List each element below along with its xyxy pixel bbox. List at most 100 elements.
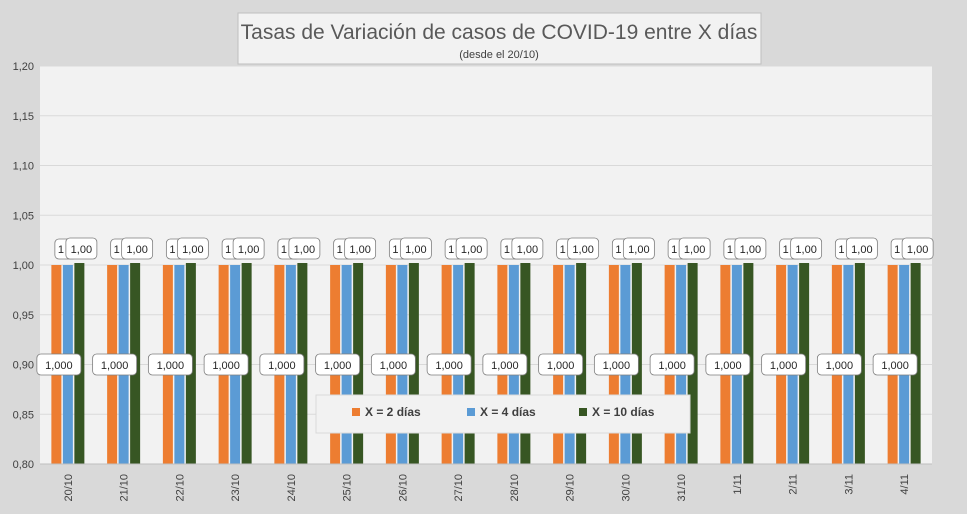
data-label-box	[455, 237, 488, 260]
data-label-box	[370, 353, 416, 376]
data-label: 1,000	[101, 360, 129, 372]
x-tick-label: 30/10	[620, 474, 632, 502]
data-label: 1,000	[547, 360, 575, 372]
data-label-box	[176, 237, 209, 260]
data-label: 1	[560, 244, 566, 256]
data-label: 1,000	[881, 360, 909, 372]
data-label: 1,000	[826, 360, 854, 372]
data-label-box	[761, 353, 807, 376]
data-label: 1,000	[157, 360, 185, 372]
data-label: 1	[225, 244, 231, 256]
x-tick-label: 24/10	[286, 474, 298, 502]
data-label-box	[65, 237, 98, 260]
data-label: 1,000	[714, 360, 742, 372]
y-tick-label: 1,00	[13, 260, 34, 272]
x-tick-label: 27/10	[453, 474, 465, 502]
data-label: 1,00	[71, 244, 92, 256]
x-tick-label: 3/11	[843, 474, 855, 495]
y-tick-label: 1,20	[13, 61, 34, 73]
data-label: 1	[392, 244, 398, 256]
data-label-box	[426, 353, 472, 376]
data-label: 1,00	[294, 244, 315, 256]
data-label: 1,00	[349, 244, 370, 256]
data-label-box	[734, 237, 767, 260]
data-label: 1	[281, 244, 287, 256]
x-tick-label: 28/10	[509, 474, 521, 502]
data-label: 1,00	[126, 244, 147, 256]
data-label: 1,00	[517, 244, 538, 256]
data-label: 1,000	[770, 360, 798, 372]
data-label: 1,00	[628, 244, 649, 256]
data-label: 1,00	[572, 244, 593, 256]
data-label: 1	[615, 244, 621, 256]
data-label-box	[482, 353, 528, 376]
data-label-box	[845, 237, 878, 260]
data-label: 1	[783, 244, 789, 256]
data-label-box	[816, 353, 862, 376]
x-tick-label: 31/10	[676, 474, 688, 502]
legend-label: X = 4 días	[480, 405, 536, 419]
data-label-box	[147, 353, 193, 376]
data-label: 1,000	[491, 360, 519, 372]
data-label: 1,000	[380, 360, 408, 372]
y-axis: 0,80 0,85 0,90 0,95 1,00 1,05 1,10 1,15 1,20	[13, 61, 34, 471]
y-tick-label: 0,85	[13, 409, 34, 421]
data-label: 1	[504, 244, 510, 256]
data-label-box	[593, 353, 639, 376]
data-label: 1,00	[461, 244, 482, 256]
data-label: 1	[894, 244, 900, 256]
data-label: 1,00	[182, 244, 203, 256]
data-label-box	[121, 237, 154, 260]
x-tick-label: 29/10	[565, 474, 577, 502]
legend-swatch	[579, 408, 587, 416]
chart-title-group: Tasas de Variación de casos de COVID-19 …	[237, 12, 762, 65]
data-label-box	[901, 237, 934, 260]
data-label-box	[622, 237, 655, 260]
legend-label: X = 10 días	[592, 405, 655, 419]
x-tick-label: 26/10	[397, 474, 409, 502]
x-tick-label: 22/10	[174, 474, 186, 502]
legend-swatch	[352, 408, 360, 416]
data-label: 1,000	[268, 360, 296, 372]
data-label-box	[315, 353, 361, 376]
data-label: 1,00	[684, 244, 705, 256]
x-tick-label: 21/10	[119, 474, 131, 502]
x-tick-label: 23/10	[230, 474, 242, 502]
data-label: 1,000	[603, 360, 631, 372]
data-label-box	[259, 353, 305, 376]
x-tick-label: 2/11	[788, 474, 800, 495]
chart-subtitle: (desde el 20/10)	[459, 49, 539, 61]
x-tick-label: 1/11	[732, 474, 744, 495]
x-tick-label: 20/10	[63, 474, 75, 502]
data-label-box	[649, 353, 695, 376]
data-label: 1,00	[795, 244, 816, 256]
data-label-box	[705, 353, 751, 376]
data-label-box	[678, 237, 711, 260]
x-axis: 20/10 21/10 22/10 23/10 24/10 25/10 26/10 27/10…	[40, 463, 932, 502]
data-label: 1	[58, 244, 64, 256]
data-label: 1	[838, 244, 844, 256]
data-label-box	[92, 353, 138, 376]
y-tick-label: 1,05	[13, 210, 34, 222]
data-label-box	[232, 237, 265, 260]
data-label: 1	[114, 244, 120, 256]
title-box	[237, 12, 762, 65]
legend-box	[315, 394, 691, 434]
data-label: 1,000	[212, 360, 240, 372]
data-label: 1	[671, 244, 677, 256]
data-label-box	[399, 237, 432, 260]
y-tick-label: 1,15	[13, 111, 34, 123]
legend-label: X = 2 días	[365, 405, 421, 419]
data-label: 1	[169, 244, 175, 256]
x-tick-label: 25/10	[342, 474, 354, 502]
data-label: 1,00	[851, 244, 872, 256]
data-label: 1,000	[658, 360, 686, 372]
y-tick-label: 0,80	[13, 459, 34, 471]
data-label-box	[567, 237, 600, 260]
data-label-box	[511, 237, 544, 260]
x-tick-label: 4/11	[899, 474, 911, 495]
data-label: 1,00	[740, 244, 761, 256]
data-label: 1	[337, 244, 343, 256]
